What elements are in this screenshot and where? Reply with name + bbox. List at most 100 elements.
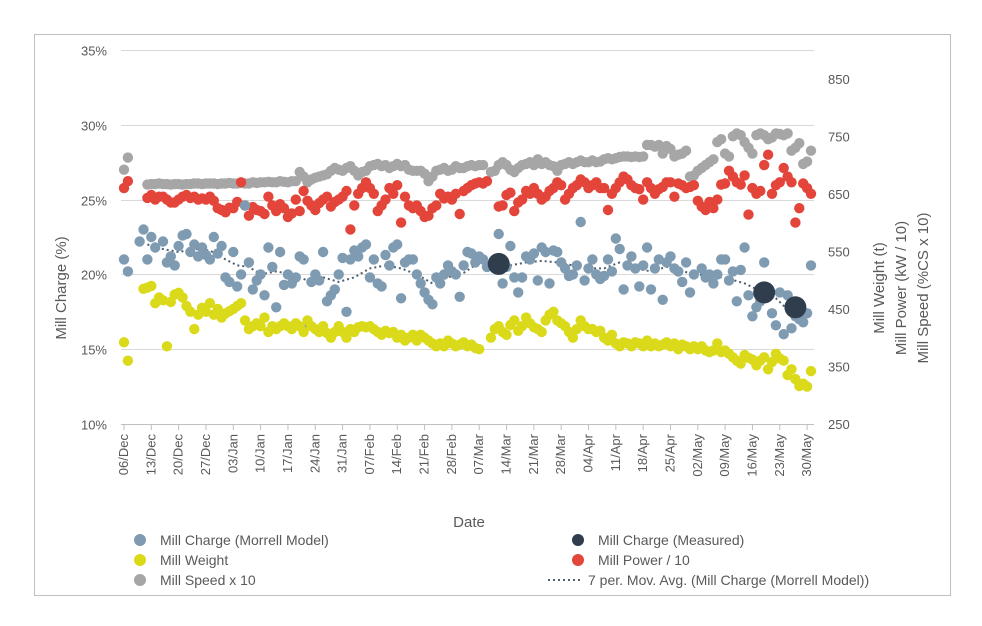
speed-point	[680, 145, 692, 156]
morrell-point	[333, 269, 344, 280]
speed-point	[638, 151, 649, 162]
power-point	[766, 188, 778, 199]
legend-label: Mill Weight	[160, 552, 228, 568]
morrell-point	[704, 269, 715, 280]
power-point	[786, 177, 797, 188]
speed-point	[716, 134, 727, 145]
morrell-point	[513, 287, 524, 298]
morrell-point	[727, 266, 739, 277]
morrell-point	[696, 263, 707, 274]
power-point	[278, 203, 290, 214]
morrell-point	[384, 260, 395, 271]
morrell-point	[657, 294, 668, 305]
power-point	[345, 224, 356, 235]
speed-point	[708, 154, 719, 165]
weight-point	[177, 292, 188, 303]
morrell-point	[380, 249, 391, 261]
weight-point	[235, 298, 247, 309]
morrell-point	[509, 272, 520, 283]
morrell-point	[204, 254, 216, 265]
power-point	[232, 196, 243, 208]
measured-point	[487, 252, 510, 275]
morrell-point	[138, 224, 149, 235]
legend-swatch-power	[572, 554, 584, 566]
weight-point	[805, 365, 817, 377]
legend-swatch-measured	[572, 534, 584, 546]
y-right-tick-label: 650	[828, 187, 850, 202]
morrell-point	[341, 306, 352, 317]
morrell-point	[368, 254, 379, 265]
weight-point	[118, 337, 130, 348]
weight-point	[341, 332, 352, 343]
x-tick-label: 21/Feb	[417, 434, 432, 474]
x-tick-label: 11/Apr	[608, 433, 623, 471]
power-point	[235, 177, 247, 188]
legend-swatch-morrell	[134, 534, 146, 546]
chart-border	[34, 34, 951, 596]
morrell-point	[774, 287, 785, 298]
power-point	[349, 200, 360, 211]
morrell-point	[540, 246, 551, 258]
legend-label: Mill Charge (Measured)	[598, 532, 744, 548]
x-tick-label: 28/Mar	[553, 433, 568, 474]
morrell-point	[267, 261, 278, 273]
power-point	[380, 194, 391, 205]
power-point	[759, 159, 770, 171]
morrell-point	[618, 284, 629, 295]
power-point	[243, 210, 255, 221]
y-right-axis-title-line-2: Mill Power (kW / 10)	[893, 221, 910, 355]
weight-point	[239, 315, 251, 326]
morrell-point	[263, 242, 274, 253]
x-tick-label: 16/May	[744, 434, 759, 477]
weight-point	[606, 329, 618, 340]
x-tick-label: 24/Jan	[307, 434, 322, 473]
morrell-point	[735, 264, 746, 276]
y-right-tick-label: 850	[828, 72, 850, 87]
power-point	[790, 217, 801, 228]
morrell-point	[216, 240, 227, 252]
power-point	[700, 204, 711, 216]
power-point	[286, 208, 297, 219]
y-right-tick-label: 750	[828, 129, 850, 144]
morrell-point	[532, 275, 543, 286]
y-left-tick-label: 30%	[81, 119, 107, 134]
morrell-point	[552, 246, 563, 258]
weight-point	[571, 323, 582, 335]
morrell-point	[232, 281, 243, 292]
morrell-point	[575, 216, 586, 228]
morrell-point	[228, 246, 239, 258]
power-point	[450, 188, 461, 199]
morrell-point	[598, 270, 610, 282]
weight-point	[766, 356, 778, 368]
morrell-point	[571, 260, 582, 271]
y-left-tick-label: 20%	[81, 268, 107, 283]
morrell-point	[181, 228, 192, 240]
morrell-point	[712, 269, 723, 280]
morrell-point	[493, 228, 504, 240]
morrell-point	[150, 242, 161, 253]
weight-point	[161, 341, 173, 352]
morrell-point	[731, 296, 742, 307]
morrell-point	[438, 269, 450, 280]
weight-point	[259, 312, 270, 323]
speed-point	[653, 139, 664, 151]
morrell-point	[165, 251, 176, 262]
morrell-point	[528, 248, 540, 259]
power-point	[290, 194, 301, 205]
morrell-point	[497, 278, 508, 289]
morrell-point	[193, 251, 204, 262]
morrell-point	[739, 242, 750, 253]
morrell-point	[798, 317, 809, 328]
weight-point	[712, 338, 723, 349]
x-tick-label: 27/Dec	[198, 434, 213, 476]
x-tick-label: 31/Jan	[335, 434, 350, 473]
morrell-point	[122, 266, 134, 277]
weight-point	[189, 323, 200, 335]
y-right-tick-label: 250	[828, 417, 850, 432]
x-tick-label: 21/Mar	[526, 433, 541, 474]
morrell-point	[653, 254, 664, 265]
morrell-point	[638, 260, 649, 271]
weight-point	[536, 326, 547, 338]
morrell-point	[587, 254, 598, 265]
